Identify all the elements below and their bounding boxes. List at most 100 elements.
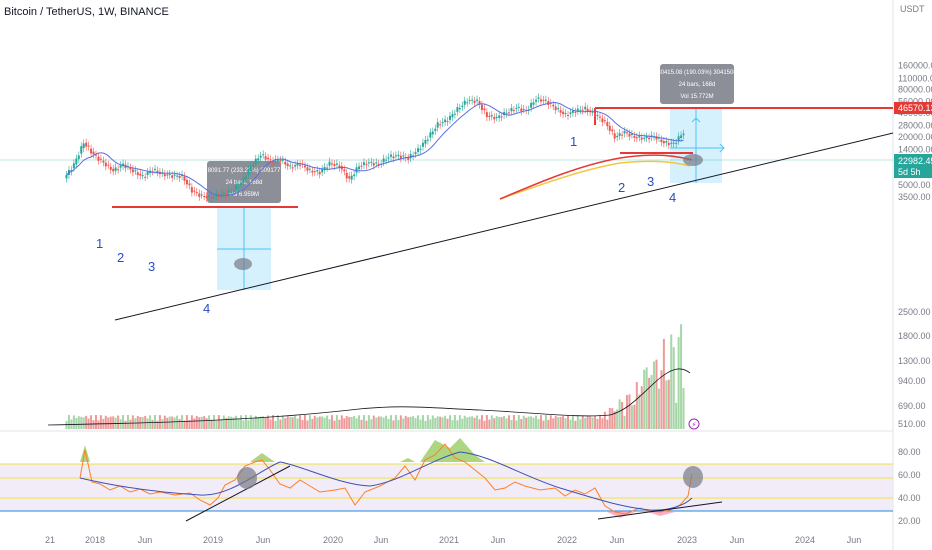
target-arrow-up — [691, 117, 701, 130]
candle-body — [80, 146, 83, 154]
candle-body — [419, 148, 422, 150]
candle-body — [554, 106, 557, 111]
candle-body — [613, 133, 616, 139]
candle-body — [552, 104, 555, 107]
volume-bar — [183, 420, 186, 429]
volume-bar — [82, 417, 85, 429]
volume-bar — [77, 416, 80, 429]
volume-bar — [630, 405, 633, 429]
level-tag-current[interactable]: 22982.45 5d 5h — [894, 154, 932, 178]
volume-bar — [117, 415, 120, 429]
candle-body — [399, 155, 402, 159]
rsi-tick-label: 80.00 — [898, 447, 921, 457]
volume-bar — [672, 347, 675, 429]
volume-bar — [380, 416, 383, 429]
volume-bar — [662, 338, 665, 429]
candle-body — [131, 169, 134, 173]
volume-bar — [426, 415, 429, 429]
volume-bar — [291, 417, 294, 429]
candle-body — [114, 167, 117, 171]
candle-body — [623, 131, 626, 134]
level-tag-resistance[interactable]: 46570.13 — [894, 102, 932, 114]
candle-body — [72, 163, 75, 169]
volume-bar — [296, 418, 299, 429]
volume-bar — [213, 415, 215, 429]
volume-bar — [559, 416, 562, 429]
candle-body — [662, 141, 665, 144]
volume-bar — [308, 415, 311, 429]
lightning-icon[interactable] — [688, 418, 700, 430]
volume-bar — [490, 415, 493, 429]
candle-body — [284, 161, 287, 165]
volume-bar — [667, 379, 670, 429]
candle-body — [682, 133, 685, 136]
volume-bar — [463, 415, 466, 429]
candle-body — [343, 169, 346, 172]
volume-bar — [576, 415, 579, 429]
volume-bar — [92, 420, 95, 429]
volume-bar — [323, 417, 326, 429]
volume-bar — [181, 415, 184, 429]
candle-body — [567, 114, 569, 116]
volume-bar — [104, 415, 107, 429]
volume-bar — [205, 418, 208, 429]
volume-bar — [387, 418, 390, 429]
wave-label-3-2022: 3 — [647, 174, 654, 189]
volume-bar — [648, 377, 651, 429]
rsi-highlight-2023 — [683, 466, 703, 488]
time-tick-label: 21 — [45, 535, 55, 545]
volume-bar — [134, 418, 137, 429]
volume-bar — [562, 416, 565, 429]
volume-bar — [655, 359, 658, 429]
volume-bar — [276, 415, 279, 429]
volume-bar — [532, 417, 535, 429]
candle-body — [608, 125, 611, 131]
volume-tick-label: 1300.00 — [898, 356, 931, 366]
measure-box-2022-line1: 30415.08 (190.03%) 3041508 — [657, 70, 737, 76]
candle-body — [458, 107, 461, 110]
volume-bar — [257, 417, 260, 429]
candle-body — [97, 156, 100, 161]
candle-body — [412, 155, 415, 157]
candle-body — [370, 161, 373, 163]
volume-bar — [331, 415, 333, 429]
lightning-glyph: ⚡ — [692, 421, 697, 429]
candle-body — [193, 190, 196, 192]
volume-bar — [222, 415, 225, 429]
volume-bar — [409, 416, 412, 429]
volume-bar — [653, 361, 656, 429]
candle-body — [581, 109, 584, 111]
support-trendline[interactable] — [114, 132, 894, 321]
candle-body — [85, 142, 88, 147]
volume-bar — [584, 417, 587, 429]
volume-bar — [321, 416, 324, 429]
target-arrow-right — [709, 143, 725, 153]
volume-bar — [512, 415, 515, 429]
volume-bar — [210, 419, 213, 429]
candle-body — [397, 154, 400, 157]
candle-body — [286, 163, 289, 167]
candle-body — [480, 104, 483, 111]
time-tick-label: Jun — [610, 535, 625, 545]
volume-bar — [549, 415, 552, 429]
candle-body — [367, 162, 370, 164]
candle-body — [163, 174, 166, 177]
candle-body — [87, 145, 90, 147]
candle-body — [176, 175, 179, 177]
candle-body — [453, 113, 456, 115]
candle-body — [633, 135, 636, 138]
volume-bar — [554, 415, 557, 429]
candle-body — [296, 163, 299, 166]
volume-bar — [168, 416, 171, 429]
candle-body — [102, 160, 105, 163]
volume-bar — [279, 419, 282, 429]
time-tick-label: Jun — [730, 535, 745, 545]
time-tick-label: Jun — [847, 535, 862, 545]
volume-bar — [623, 415, 626, 429]
volume-bar — [247, 420, 250, 429]
candle-body — [208, 194, 211, 197]
candle-body — [323, 167, 326, 171]
volume-bar — [254, 415, 257, 429]
volume-tick-label: 690.00 — [898, 401, 926, 411]
